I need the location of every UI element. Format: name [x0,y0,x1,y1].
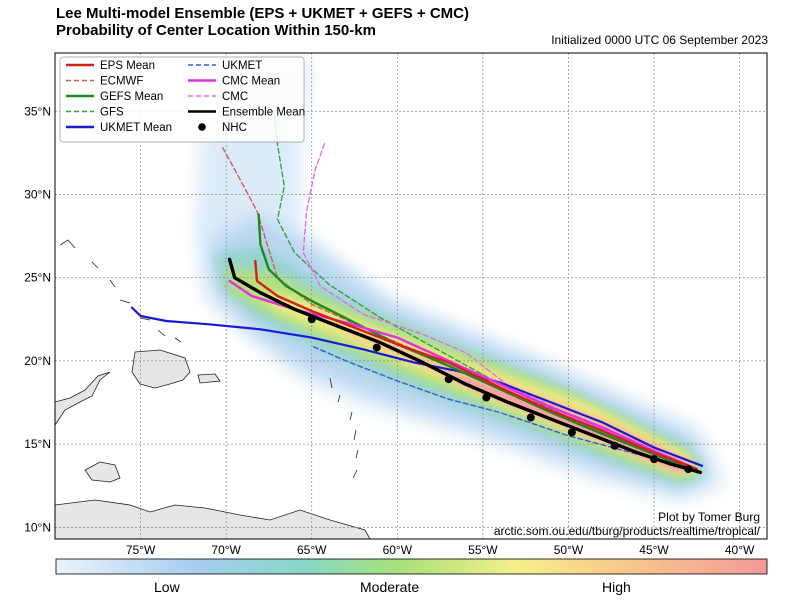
model-tracks [130,110,704,475]
lon-tick-label: 75°W [126,543,156,557]
nhc-point [567,428,576,437]
lat-tick-label: 10°N [24,520,51,534]
legend-label: EPS Mean [100,60,155,72]
nhc-point [650,455,659,464]
legend-label: ECMWF [100,76,143,88]
lat-tick-label: 25°N [24,271,51,285]
legend-entry: NHC [198,122,247,134]
track-ecmwf [221,147,698,472]
latitude-tick-labels: 10°N 15°N 20°N 25°N 30°N 35°N [24,104,51,534]
credit-url: arctic.som.ou.edu/tburg/products/realtim… [494,524,761,538]
lon-tick-label: 70°W [211,543,241,557]
legend-label: Ensemble Mean [222,107,305,119]
credit-author: Plot by Tomer Burg [658,510,760,524]
legend-label: CMC [222,91,248,103]
nhc-point [307,315,316,324]
legend-entry: Ensemble Mean [188,107,305,119]
colorbar-label-high: High [602,579,631,595]
legend: EPS Mean UKMET ECMWF CMC Mean GEFS Mean CMC GF… [59,56,305,143]
lat-tick-label: 35°N [24,104,51,118]
lat-tick-label: 20°N [24,354,51,368]
lon-tick-label: 55°W [468,543,498,557]
legend-label: CMC Mean [222,76,280,88]
land-masses [55,349,371,539]
nhc-point [372,343,381,352]
lon-tick-label: 60°W [383,543,413,557]
track-ensemble-mean [227,257,702,475]
legend-entry: CMC Mean [188,76,280,88]
legend-entry: ECMWF [66,76,143,88]
lon-tick-label: 65°W [297,543,327,557]
nhc-point [482,393,491,402]
cuba-land [55,371,111,426]
legend-label: NHC [222,122,247,134]
legend-entry: UKMET Mean [66,122,172,134]
track-eps-mean [254,259,698,471]
colorbar-label-low: Low [154,579,180,595]
puerto-rico-land [197,373,221,384]
lat-tick-label: 15°N [24,437,51,451]
legend-entry: EPS Mean [66,60,155,72]
track-ukmet [311,345,700,472]
title-line-1: Lee Multi-model Ensemble (EPS + UKMET + … [56,5,469,22]
legend-label: UKMET Mean [100,122,172,134]
legend-entry: GFS [66,107,124,119]
longitude-tick-labels: 75°W 70°W 65°W 60°W 55°W 50°W 45°W 40°W [126,543,755,557]
track-cmc-mean [228,279,698,471]
nhc-forecast-points [307,315,693,474]
legend-entry: GEFS Mean [66,91,163,103]
jamaica-land [84,461,121,483]
initialized-time: Initialized 0000 UTC 06 September 2023 [551,33,768,47]
hispaniola-land [131,349,191,389]
legend-label: UKMET [222,60,262,72]
nhc-point [610,441,619,450]
south-america-land [55,499,371,539]
colorbar [55,558,768,575]
legend-label: GEFS Mean [100,91,163,103]
track-ukmet-mean [130,306,704,467]
small-islands [59,239,359,479]
map-plot-area: Plot by Tomer Burg arctic.som.ou.edu/tbu… [55,53,767,539]
nhc-point [684,465,693,474]
title-line-2: Probability of Center Location Within 15… [56,22,376,39]
nhc-point [444,375,453,384]
lon-tick-label: 40°W [725,543,755,557]
lon-tick-label: 50°W [554,543,584,557]
legend-entry: CMC [188,91,248,103]
legend-entry: UKMET [188,60,262,72]
nhc-point [526,413,535,422]
colorbar-label-moderate: Moderate [360,579,420,595]
legend-label: GFS [100,107,124,119]
lat-tick-label: 30°N [24,187,51,201]
lon-tick-label: 45°W [639,543,669,557]
legend-swatch [198,123,206,131]
